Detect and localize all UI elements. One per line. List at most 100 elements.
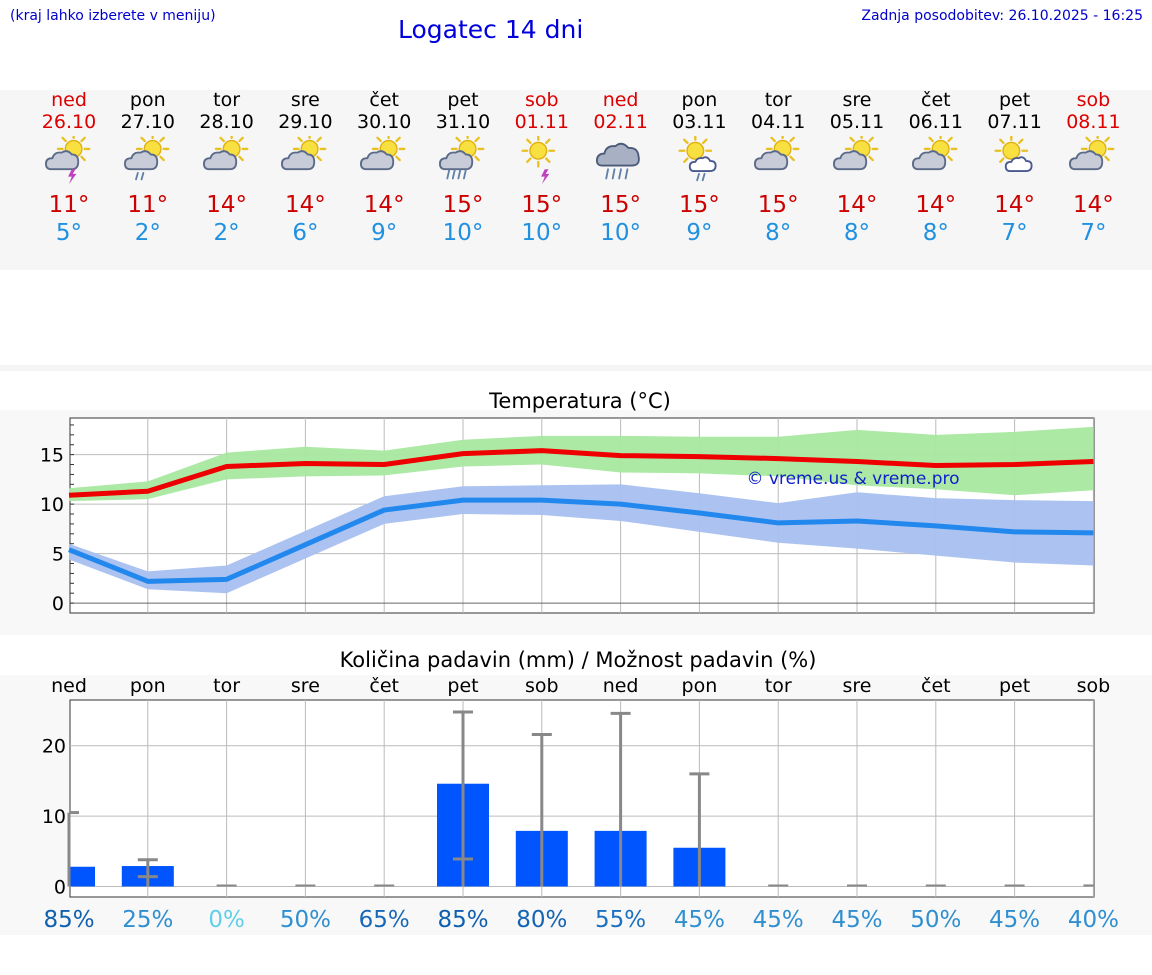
sun-cloud-icon [360,136,406,171]
line-min [68,497,1094,584]
day-name: ned [51,89,87,111]
day-name: čet [921,89,951,111]
precip-probability: 85% [437,907,488,933]
sun-white-cloud-icon [994,136,1033,172]
min-temp: 7° [1080,220,1107,246]
y-tick-label: 0 [54,876,66,898]
precip-probability: 45% [753,907,804,933]
day-name: sob [1076,89,1111,111]
day-date: 28.10 [199,111,254,133]
x-tick-label: tor [213,675,240,697]
min-temp: 10° [600,220,641,246]
day-column: pet 31.10 15° 10° [424,89,503,247]
precip-probability: 40% [1068,907,1119,933]
plot-area [69,699,1095,898]
max-temp: 15° [679,192,720,218]
day-column: tor 28.10 14° 2° [187,89,266,247]
max-temp: 15° [521,192,563,218]
min-temp: 8° [765,220,792,246]
day-date: 03.11 [672,111,727,133]
min-temp: 9° [686,220,713,246]
max-temp: 14° [1073,192,1114,218]
max-temp: 14° [285,192,326,218]
day-name: tor [213,89,241,111]
temperature-chart: Temperatura (°C) 0 5 10 15 © vreme.us & vreme… [0,389,1152,635]
max-temp: 15° [757,192,799,218]
day-column: ned 26.10 11° 5° [30,89,109,247]
precip-bar [70,866,95,887]
precipitation-chart: Količina padavin (mm) / Možnost padavin … [0,648,1152,935]
y-tick-label: 5 [52,544,64,566]
max-temp: 11° [127,192,169,218]
page-title: Logatec 14 dni [398,15,584,44]
day-date: 31.10 [435,111,491,133]
min-temp: 5° [55,220,83,246]
x-tick-label: sre [291,675,320,697]
x-tick-label: pet [999,675,1030,697]
day-name: tor [764,89,792,111]
day-column: pon 27.10 11° 2° [108,89,187,247]
day-date: 06.11 [908,111,963,133]
day-column: pon 03.11 15° 9° [660,89,739,247]
min-temp: 7° [1001,220,1028,246]
precip-probability: 25% [122,907,173,933]
sun-cloud-icon [202,136,249,171]
day-date: 29.10 [278,111,333,133]
x-tick-label: ned [51,675,87,697]
day-name: pet [447,89,479,111]
x-tick-label: sre [843,675,872,697]
watermark: © vreme.us & vreme.pro [746,469,959,489]
day-column: tor 04.11 15° 8° [739,89,818,247]
day-date: 05.11 [829,111,885,133]
x-tick-label: pon [130,675,166,697]
day-column: ned 02.11 15° 10° [581,89,660,247]
x-tick-label: čet [921,675,951,697]
section-divider [0,365,1152,371]
day-column: sob 08.11 14° 7° [1054,89,1133,247]
precip-probability: 85% [43,907,94,933]
day-name: čet [369,89,399,111]
day-date: 02.11 [593,111,648,133]
x-tick-label: tor [765,675,792,697]
y-tick-label: 20 [42,736,66,758]
y-tick-label: 15 [40,445,64,467]
min-temp: 2° [213,220,240,246]
min-temp: 8° [922,220,949,246]
chart-title: Temperatura (°C) [488,389,671,413]
x-tick-label: sob [1077,675,1111,697]
sun-shape [521,136,555,168]
sun-cloud-icon [754,136,800,171]
sun-cloud-icon [1069,136,1115,171]
day-date: 26.10 [41,111,97,133]
band-max [69,426,1094,502]
min-temp: 2° [134,220,161,246]
min-temp: 10° [521,220,563,246]
day-column: sre 05.11 14° 8° [818,89,897,247]
day-name: sob [525,89,559,111]
max-temp: 15° [600,192,641,218]
day-date: 27.10 [120,111,175,133]
day-name: pet [998,89,1031,111]
precip-probability: 45% [831,907,882,933]
precip-probability: 50% [280,907,331,933]
location-menu-hint[interactable]: (kraj lahko izberete v meniju) [10,8,216,24]
day-column: pet 07.11 14° 7° [975,89,1054,247]
daily-forecast-strip: ned 26.10 11° 5° pon 27.10 11° 2° tor 28.10 14° 2° s… [0,89,1152,270]
day-name: sre [842,89,872,111]
min-temp: 8° [843,220,871,246]
precip-probability: 45% [989,907,1040,933]
max-temp: 14° [915,192,957,218]
max-temp: 11° [48,192,90,218]
max-temp: 14° [836,192,878,218]
line-max [68,448,1094,498]
day-name: pon [681,89,718,111]
sun-cloud-icon [281,136,327,171]
y-tick-label: 10 [42,806,66,828]
sun-cloud-thunder-icon [44,136,91,184]
max-temp: 14° [994,192,1035,218]
max-temp: 15° [442,192,484,218]
x-tick-label: ned [603,675,639,697]
day-name: pon [129,89,166,111]
day-date: 01.11 [514,111,569,133]
sun-cloud-icon [911,136,958,171]
